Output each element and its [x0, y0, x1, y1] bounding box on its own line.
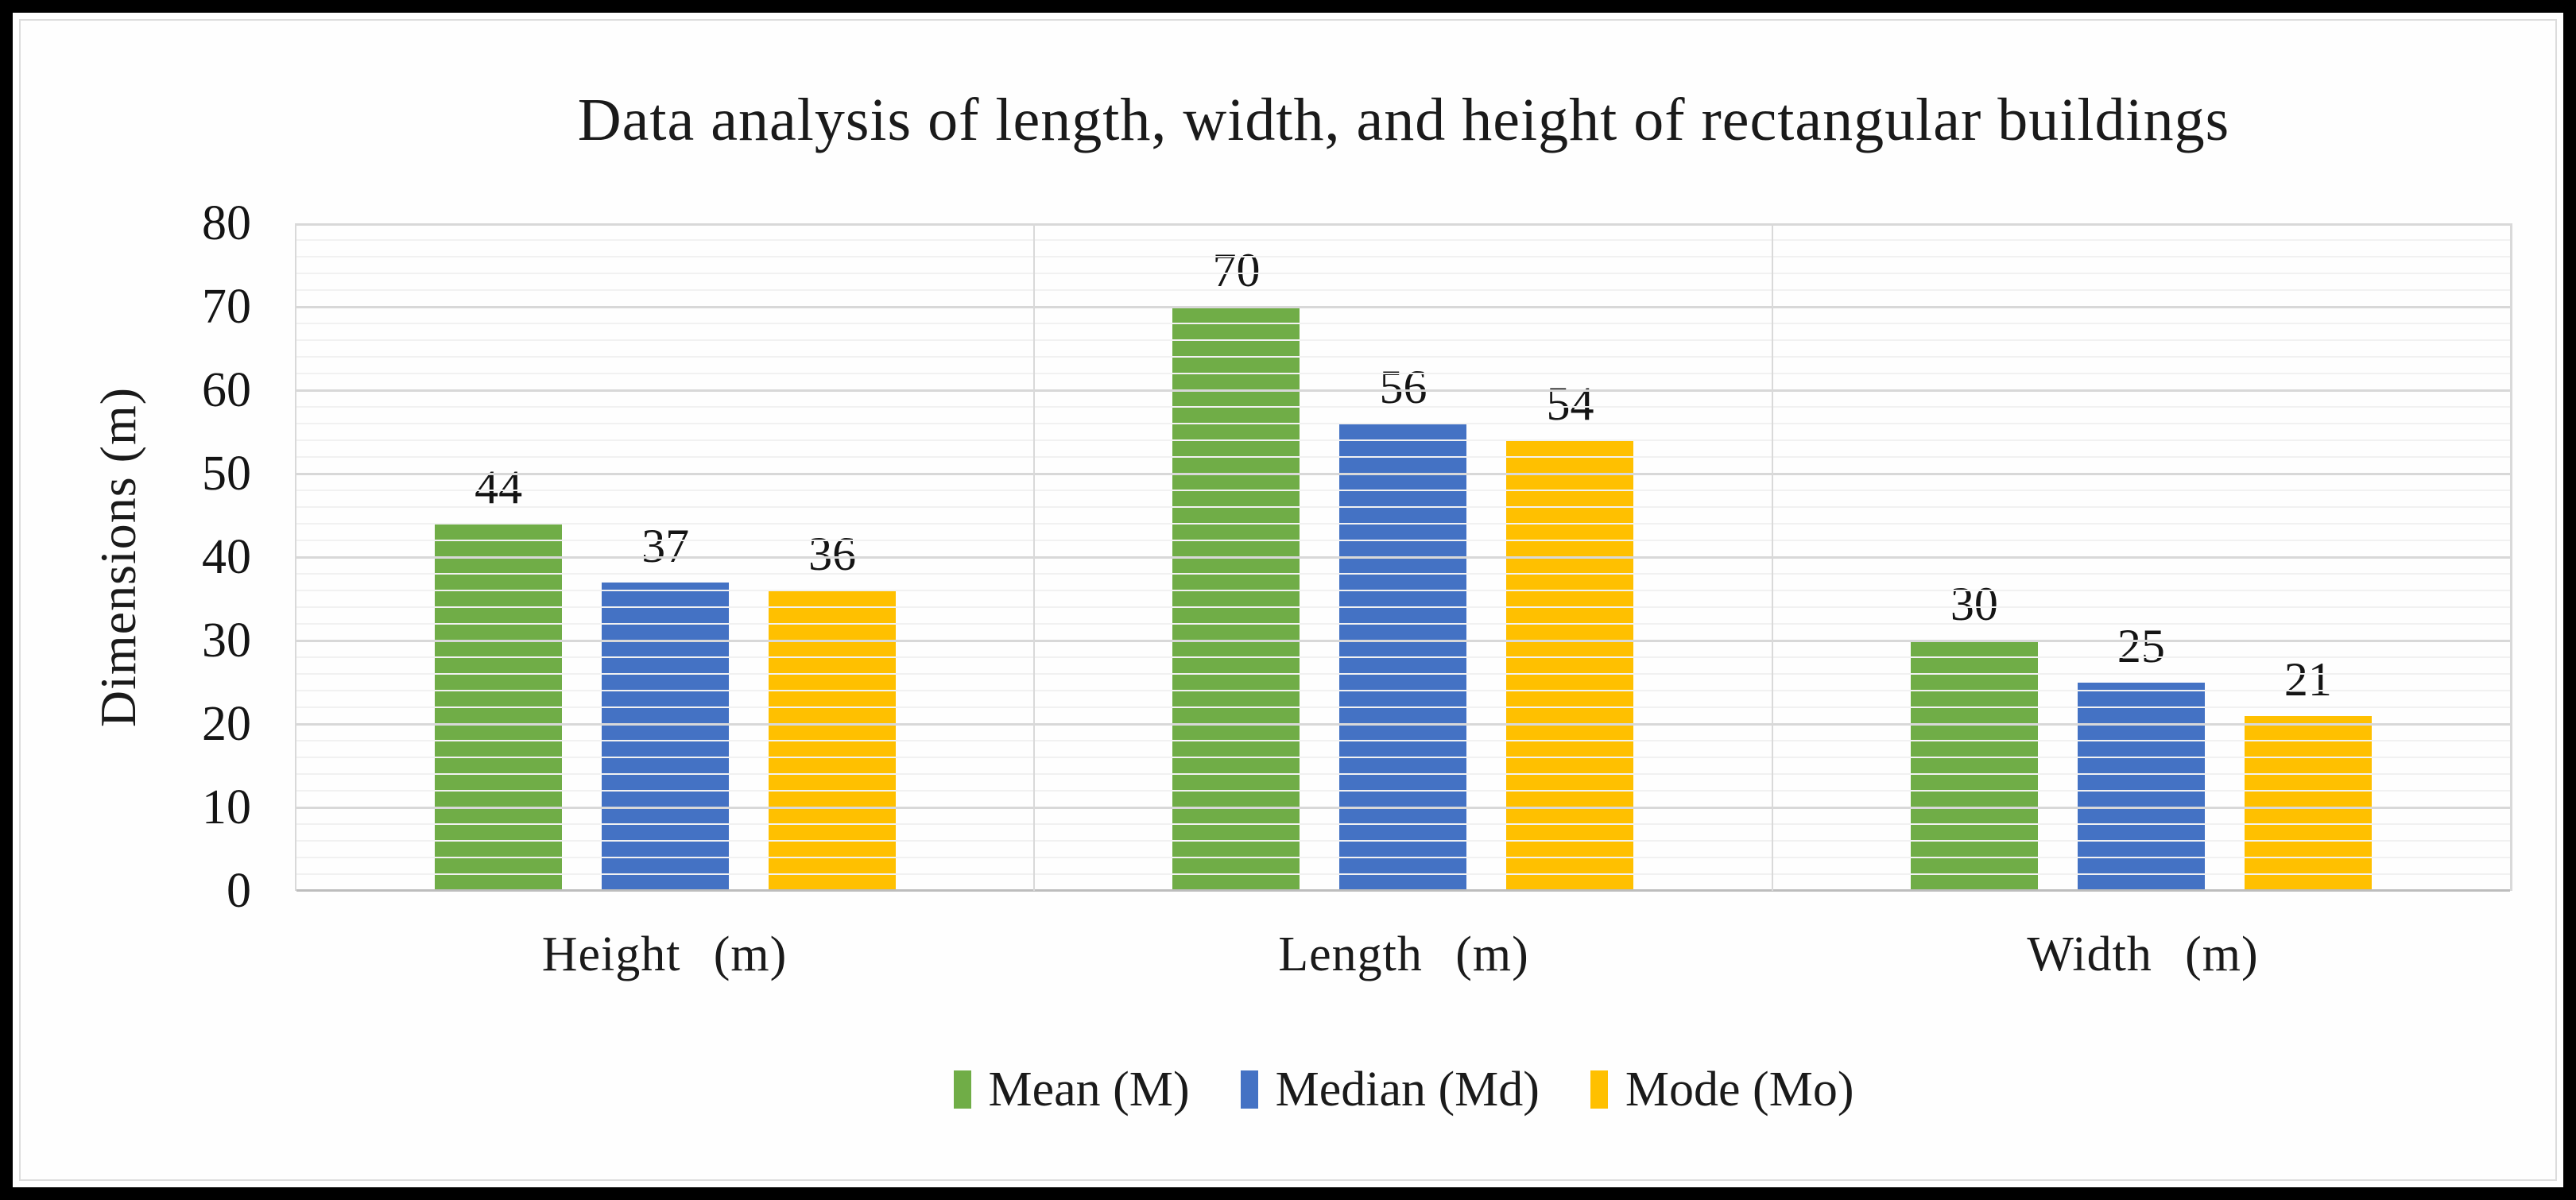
major-gridline [296, 306, 2510, 308]
major-gridline [296, 807, 2510, 809]
minor-gridline [296, 606, 2510, 608]
minor-gridline [296, 339, 2510, 341]
bar-value-label: 44 [475, 461, 523, 513]
bar-value-label: 21 [2284, 652, 2332, 706]
minor-gridline [296, 757, 2510, 758]
minor-gridline [296, 690, 2510, 691]
minor-gridline [296, 857, 2510, 858]
bar-wrap: 56 [1339, 361, 1467, 891]
major-gridline [296, 473, 2510, 475]
bar-value-label: 54 [1546, 377, 1594, 430]
y-axis-tick-labels: 0 10 20 30 40 50 60 70 80 [13, 13, 251, 1187]
bar-wrap: 30 [1910, 578, 2038, 891]
y-tick-label-30: 30 [202, 614, 251, 668]
minor-gridline [296, 356, 2510, 358]
plot-area: 44 37 36 70 56 54 30 25 21 [295, 223, 2512, 892]
y-tick-label-20: 20 [202, 697, 251, 751]
minor-gridline [296, 656, 2510, 658]
y-tick-label-60: 60 [202, 363, 251, 417]
minor-gridline [296, 840, 2510, 842]
category-label-length-m: Length (m) [1278, 927, 1529, 981]
minor-gridline [296, 823, 2510, 825]
bar-group-width-m: 30 25 21 [1772, 223, 2510, 891]
major-gridline [296, 640, 2510, 642]
minor-gridline [296, 773, 2510, 775]
bar-value-label: 30 [1950, 578, 1998, 630]
y-tick-label-50: 50 [202, 447, 251, 501]
bar-median-md [602, 582, 730, 891]
minor-gridline [296, 406, 2510, 408]
minor-gridline [296, 323, 2510, 324]
bar-value-label: 25 [2117, 619, 2165, 672]
legend-item-mode-mo: Mode (Mo) [1590, 1065, 1854, 1114]
bar-wrap: 36 [769, 528, 897, 891]
category-label-width-m: Width (m) [2027, 927, 2259, 981]
major-gridline [296, 556, 2510, 559]
legend-label: Mode (Mo) [1625, 1063, 1854, 1117]
minor-gridline [296, 439, 2510, 441]
minor-gridline [296, 490, 2510, 491]
legend-swatch-icon [1590, 1070, 1608, 1109]
minor-gridline [296, 740, 2510, 741]
legend: Mean (M) Median (Md) Mode (Mo) [295, 1065, 2512, 1114]
bar-mean-m [1172, 307, 1300, 891]
legend-item-mean-m: Mean (M) [953, 1063, 1190, 1117]
minor-gridline [296, 273, 2510, 274]
y-tick-label-80: 80 [202, 196, 251, 250]
y-tick-label-10: 10 [202, 780, 251, 834]
y-tick-label-70: 70 [202, 280, 251, 334]
category-label-height-m: Height (m) [541, 927, 788, 981]
bar-mode-mo [1506, 440, 1634, 891]
minor-gridline [296, 423, 2510, 424]
bar-mean-m [1910, 641, 2038, 891]
legend-item-median-md: Median (Md) [1240, 1063, 1540, 1117]
bar-wrap: 21 [2244, 652, 2372, 891]
major-gridline [296, 389, 2510, 392]
x-axis-line [296, 889, 2510, 892]
minor-gridline [296, 673, 2510, 675]
minor-gridline [296, 239, 2510, 241]
x-axis-category-labels: Height (m) Length (m) Width (m) [295, 927, 2512, 983]
y-tick-label-40: 40 [202, 530, 251, 584]
bar-wrap: 44 [435, 461, 563, 891]
minor-gridline [296, 289, 2510, 291]
minor-gridline [296, 790, 2510, 792]
bar-value-label: 36 [808, 528, 857, 580]
legend-swatch-icon [1240, 1070, 1258, 1109]
bar-mode-mo [2244, 715, 2372, 891]
legend-label: Median (Md) [1275, 1063, 1540, 1117]
bar-wrap: 54 [1506, 377, 1634, 891]
bar-value-label: 56 [1379, 361, 1427, 413]
chart-title: Data analysis of length, width, and heig… [577, 87, 2230, 153]
legend-swatch-icon [953, 1070, 971, 1109]
bar-value-label: 70 [1212, 244, 1261, 296]
bar-value-label: 37 [641, 519, 690, 572]
bar-wrap: 25 [2077, 619, 2205, 891]
bar-wrap: 37 [602, 519, 730, 891]
category-divider-line [1771, 223, 1773, 891]
minor-gridline [296, 506, 2510, 508]
minor-gridline [296, 590, 2510, 591]
minor-gridline [296, 540, 2510, 541]
minor-gridline [296, 573, 2510, 575]
minor-gridline [296, 256, 2510, 257]
minor-gridline [296, 873, 2510, 875]
chart-canvas: Data analysis of length, width, and heig… [13, 13, 2563, 1187]
bar-median-md [2077, 682, 2205, 891]
category-divider-line [1033, 223, 1036, 891]
major-gridline [296, 223, 2510, 226]
minor-gridline [296, 706, 2510, 708]
major-gridline [296, 723, 2510, 726]
minor-gridline [296, 523, 2510, 525]
minor-gridline [296, 623, 2510, 625]
bar-wrap: 70 [1172, 246, 1300, 891]
y-tick-label-0: 0 [227, 864, 251, 918]
minor-gridline [296, 373, 2510, 374]
minor-gridline [296, 456, 2510, 458]
legend-label: Mean (M) [988, 1063, 1190, 1117]
